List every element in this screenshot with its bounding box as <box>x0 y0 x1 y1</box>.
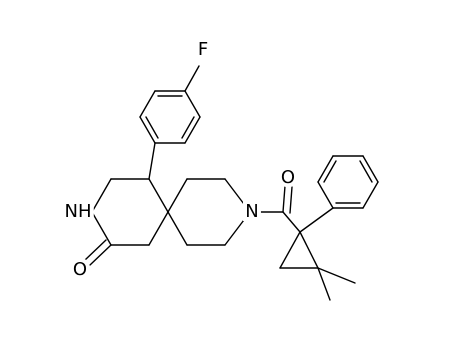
bond <box>148 211 169 246</box>
bond <box>181 116 195 139</box>
bond <box>289 186 293 214</box>
bond <box>282 211 301 233</box>
bond <box>279 231 301 269</box>
atom-label: N <box>245 201 258 222</box>
atom-label: O <box>73 259 87 280</box>
bond <box>323 160 337 183</box>
bond <box>139 116 156 144</box>
bond <box>184 90 201 118</box>
bond <box>359 160 373 183</box>
atom-label: NH <box>65 201 92 222</box>
bond <box>317 267 331 301</box>
bond <box>84 239 107 261</box>
bond <box>139 90 156 118</box>
bond <box>282 185 286 213</box>
bond <box>362 155 379 183</box>
bond <box>224 178 251 213</box>
bond <box>224 211 251 246</box>
bond <box>167 211 188 246</box>
bond <box>148 142 156 180</box>
bond <box>89 244 112 266</box>
bond <box>184 65 200 92</box>
bond <box>317 181 334 209</box>
bond <box>148 178 169 213</box>
bonds <box>84 65 379 301</box>
bond <box>362 181 379 209</box>
bond <box>167 178 188 213</box>
bond <box>299 231 319 269</box>
bond <box>91 178 112 213</box>
bond <box>317 155 334 183</box>
bond <box>145 116 159 139</box>
bond <box>184 116 201 144</box>
atom-label: O <box>281 167 295 188</box>
atom-label: F <box>198 39 208 60</box>
bond <box>317 267 356 284</box>
bond <box>299 207 334 233</box>
bond <box>91 211 112 246</box>
